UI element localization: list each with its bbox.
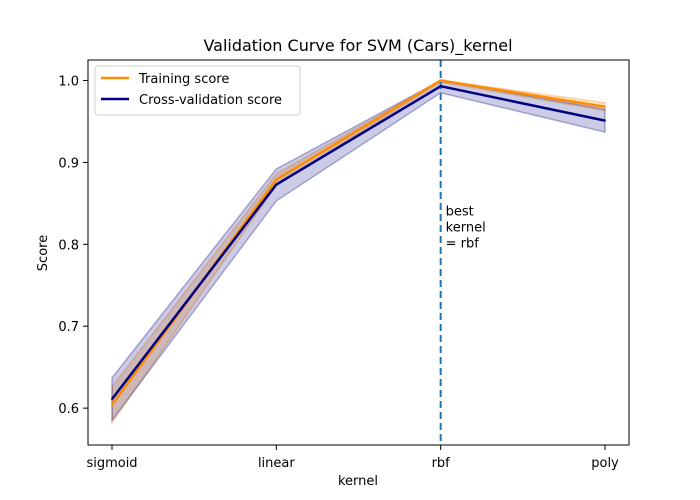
data-point — [275, 178, 278, 181]
y-tick-label: 0.8 — [58, 238, 79, 253]
data-point — [111, 404, 113, 406]
x-tick-label: sigmoid — [86, 456, 137, 471]
confidence-bands — [111, 79, 606, 426]
legend-label-training: Training score — [138, 72, 229, 87]
plot-frame — [87, 59, 630, 446]
x-axis-label: kernel — [338, 474, 378, 489]
data-point — [111, 398, 113, 400]
legend-label-cross-validation: Cross-validation score — [139, 93, 282, 108]
best-kernel-annotation-line: best — [446, 204, 474, 219]
data-point — [439, 85, 442, 88]
line-training — [110, 79, 606, 406]
line-cross-validation — [111, 84, 606, 400]
x-tick-label: poly — [591, 456, 619, 471]
x-tick-label: rbf — [432, 456, 451, 471]
band-training — [111, 79, 606, 426]
band-cross-validation — [111, 79, 606, 423]
series-lines — [110, 79, 606, 406]
x-tick-label: linear — [258, 456, 295, 471]
legend: Training score Cross-validation score — [94, 65, 301, 116]
y-tick-label: 0.6 — [58, 402, 79, 417]
data-point — [604, 119, 606, 122]
data-point — [604, 105, 606, 108]
chart-title: Validation Curve for SVM (Cars)_kernel — [203, 36, 512, 56]
y-axis-ticks: 0.6 0.7 0.8 0.9 1.0 — [58, 74, 88, 417]
y-tick-label: 1.0 — [58, 74, 79, 89]
y-tick-label: 0.9 — [58, 156, 79, 171]
best-kernel-annotation-line: = rbf — [446, 236, 480, 251]
best-kernel-annotation-line: kernel — [446, 220, 486, 235]
y-axis-label: Score — [36, 235, 51, 271]
data-point — [439, 79, 442, 82]
legend-box — [94, 65, 301, 116]
y-tick-label: 0.7 — [58, 320, 79, 335]
data-point — [275, 183, 278, 186]
x-axis-ticks: sigmoid linear rbf poly — [86, 445, 619, 471]
